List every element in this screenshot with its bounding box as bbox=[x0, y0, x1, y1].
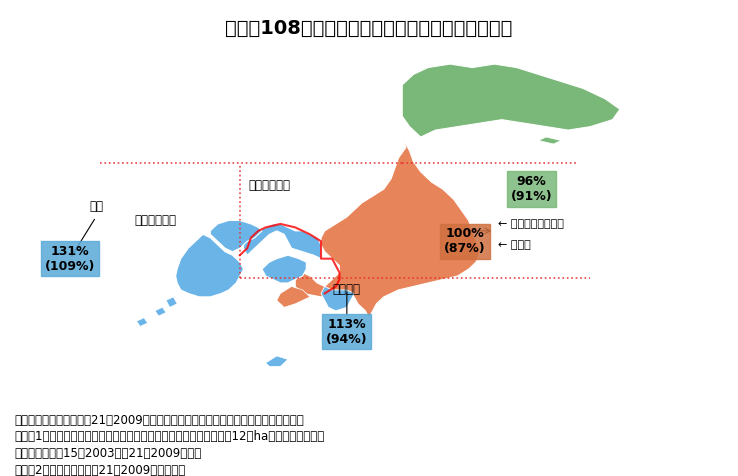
Text: 131%
(109%): 131% (109%) bbox=[45, 245, 95, 273]
Text: ２年３作地帯: ２年３作地帯 bbox=[249, 179, 290, 192]
Text: 100%
(87%): 100% (87%) bbox=[444, 227, 486, 255]
Polygon shape bbox=[321, 287, 354, 311]
Polygon shape bbox=[176, 234, 244, 297]
Polygon shape bbox=[244, 224, 321, 258]
Polygon shape bbox=[262, 255, 306, 283]
Polygon shape bbox=[295, 137, 480, 318]
Text: 九州: 九州 bbox=[89, 200, 103, 213]
Text: １年２作地帯: １年２作地帯 bbox=[134, 214, 176, 227]
Text: 113%
(94%): 113% (94%) bbox=[326, 317, 368, 346]
Polygon shape bbox=[402, 64, 620, 137]
Text: 2）田全体は、平成21（2009）年の実績: 2）田全体は、平成21（2009）年の実績 bbox=[15, 464, 186, 476]
Polygon shape bbox=[137, 318, 148, 327]
Text: 注：1）基盤整備実施地区は、基盤整備実施後に作付けを行った約12万haの田における実績: 注：1）基盤整備実施地区は、基盤整備実施後に作付けを行った約12万haの田におけ… bbox=[15, 430, 325, 443]
Polygon shape bbox=[277, 287, 310, 307]
Text: ← 基盤整備実施地区: ← 基盤整備実施地区 bbox=[498, 219, 564, 229]
Text: 96%
(91%): 96% (91%) bbox=[511, 175, 552, 203]
Text: 関東以西: 関東以西 bbox=[333, 283, 361, 297]
Text: 図２－108　基盤整備実施地区（田）の耕地利用率: 図２－108 基盤整備実施地区（田）の耕地利用率 bbox=[225, 19, 513, 38]
Polygon shape bbox=[539, 137, 561, 144]
Text: （平成15（2003）〜21（2009）年）: （平成15（2003）〜21（2009）年） bbox=[15, 447, 202, 460]
Text: 資料：農林水産省「平成21（2009）年農作物作付（栽培）延べ面積及び耕地利用率」: 資料：農林水産省「平成21（2009）年農作物作付（栽培）延べ面積及び耕地利用率… bbox=[15, 414, 305, 426]
Polygon shape bbox=[166, 297, 177, 307]
Polygon shape bbox=[266, 356, 288, 367]
Text: ← 田全体: ← 田全体 bbox=[498, 240, 531, 250]
Polygon shape bbox=[210, 220, 262, 252]
Polygon shape bbox=[155, 307, 166, 316]
